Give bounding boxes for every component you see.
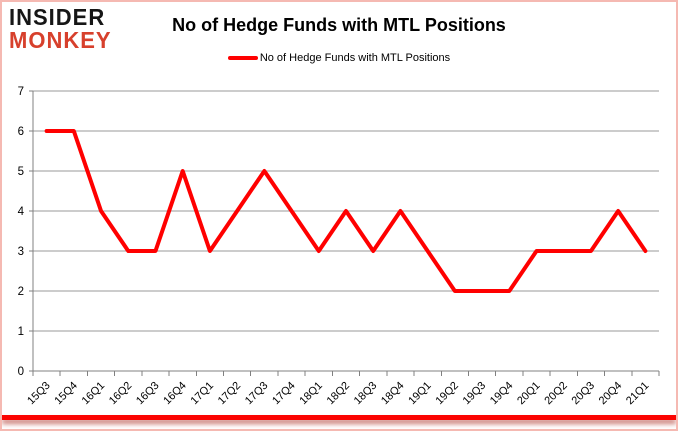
x-axis-label: 21Q1 [624, 380, 652, 408]
y-axis-label: 7 [18, 86, 24, 98]
y-axis-label: 4 [18, 206, 25, 218]
x-axis-label: 16Q2 [107, 380, 135, 408]
x-axis-label: 16Q3 [134, 380, 162, 408]
legend: No of Hedge Funds with MTL Positions [2, 52, 676, 64]
bottom-accent-bar [2, 415, 676, 420]
logo-insider-text: INSIDER [9, 3, 106, 31]
insider-monkey-logo: INSIDER MONKEY [9, 3, 112, 54]
y-axis-label: 1 [18, 326, 24, 338]
legend-line-marker [227, 56, 258, 60]
chart-title: No of Hedge Funds with MTL Positions [172, 15, 506, 35]
y-axis-label: 2 [18, 286, 24, 298]
x-axis-label: 20Q4 [597, 380, 625, 408]
x-axis-label: 20Q2 [542, 380, 570, 408]
x-axis-label: 17Q3 [243, 380, 271, 408]
x-axis-label: 19Q1 [406, 380, 434, 408]
x-axis-label: 19Q3 [461, 380, 489, 408]
x-axis-label: 19Q2 [433, 380, 461, 408]
y-axis-label: 0 [18, 366, 24, 378]
x-axis-label: 16Q1 [80, 380, 108, 408]
y-axis-label: 6 [18, 126, 24, 138]
x-axis-label: 20Q3 [570, 380, 598, 408]
x-axis-label: 15Q4 [52, 380, 80, 408]
data-series-line [44, 129, 648, 293]
x-axis-label: 18Q1 [297, 380, 325, 408]
x-axis-label: 20Q1 [515, 380, 543, 408]
x-axis-label: 17Q1 [189, 380, 217, 408]
x-axis-label: 19Q4 [488, 380, 516, 408]
x-axis-label: 15Q3 [25, 380, 53, 408]
x-axis-label: 17Q4 [270, 380, 298, 408]
x-axis-label: 16Q4 [161, 380, 189, 408]
x-axis-label: 18Q4 [379, 380, 407, 408]
x-axis-label: 18Q3 [352, 380, 380, 408]
legend-label: No of Hedge Funds with MTL Positions [259, 52, 451, 64]
y-axis-label: 3 [18, 246, 24, 258]
logo-monkey-text: MONKEY [9, 26, 112, 54]
y-axis-label: 5 [18, 166, 24, 178]
x-axis-label: 18Q2 [325, 380, 353, 408]
x-axis-label: 17Q2 [216, 380, 244, 408]
